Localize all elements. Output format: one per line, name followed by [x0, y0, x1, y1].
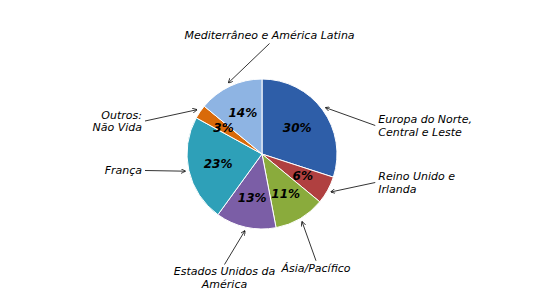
category-label-line: Europa do Norte,	[378, 113, 472, 126]
leader-line	[225, 231, 245, 265]
category-label-line: Não Vida	[93, 121, 143, 134]
leader-line	[145, 170, 185, 172]
data-label: 6%	[293, 169, 313, 183]
category-label-line: Reino Unido e	[378, 170, 455, 183]
leader-line	[145, 110, 197, 121]
pie: 30%6%11%13%23%3%14%Europa do Norte,Centr…	[93, 29, 472, 291]
data-label: 30%	[283, 121, 312, 135]
pie-slice	[204, 79, 262, 154]
callouts: Europa do Norte,Central e Leste Reino Uni…	[93, 29, 472, 291]
category-label: Europa do Norte,Central e Leste	[378, 113, 472, 139]
category-label-line: Central e Leste	[378, 126, 462, 139]
chart-root: 30%6%11%13%23%3%14%Europa do Norte,Centr…	[0, 0, 541, 302]
data-label: 3%	[213, 121, 233, 135]
leader-line	[302, 222, 316, 261]
leader-line	[326, 108, 376, 126]
category-label: Estados Unidos daAmérica	[174, 265, 276, 291]
category-label-line: Outros:	[101, 109, 142, 122]
category-label-line: Mediterrâneo e América Latina	[184, 29, 354, 42]
leader-line	[228, 44, 269, 83]
data-labels: 30% 6% 11% 13% 23% 3%14%	[204, 106, 313, 205]
category-label-line: Estados Unidos da	[174, 265, 276, 278]
data-label: 11%	[271, 187, 300, 201]
category-label-line: França	[105, 164, 143, 177]
data-label: 23%	[204, 157, 233, 171]
slices	[187, 79, 337, 229]
category-label: Reino Unido eIrlanda	[378, 170, 455, 196]
category-label-line: Ásia/Pacífico	[280, 262, 350, 275]
leader-line	[331, 183, 375, 192]
data-label: 14%	[228, 106, 257, 120]
category-label-line: América	[201, 278, 248, 291]
category-label-line: Irlanda	[378, 183, 417, 196]
category-label: Outros:Não Vida	[93, 109, 143, 135]
category-label: Ásia/Pacífico	[280, 262, 350, 275]
data-label: 13%	[238, 191, 267, 205]
category-label: França	[105, 164, 143, 177]
category-label: Mediterrâneo e América Latina	[184, 29, 354, 42]
